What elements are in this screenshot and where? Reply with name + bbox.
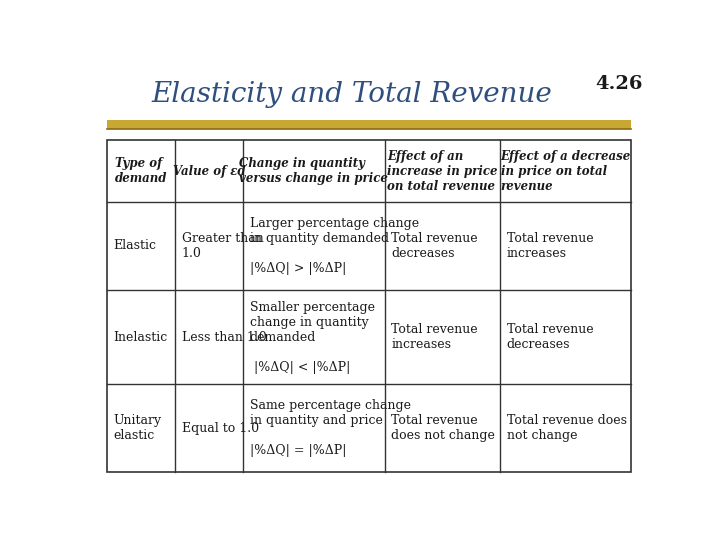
Text: Unitary
elastic: Unitary elastic [114, 414, 161, 442]
Text: Effect of a decrease
in price on total
revenue: Effect of a decrease in price on total r… [500, 150, 631, 193]
Text: Total revenue
decreases: Total revenue decreases [392, 232, 478, 260]
Text: Elastic: Elastic [114, 239, 156, 252]
Text: Value of εd: Value of εd [173, 165, 246, 178]
Text: Total revenue
decreases: Total revenue decreases [507, 323, 593, 351]
Text: Total revenue does
not change: Total revenue does not change [507, 414, 627, 442]
Text: Elasticity and Total Revenue: Elasticity and Total Revenue [152, 82, 553, 109]
Text: Total revenue
does not change: Total revenue does not change [392, 414, 495, 442]
Text: Total revenue
increases: Total revenue increases [507, 232, 593, 260]
Text: Total revenue
increases: Total revenue increases [392, 323, 478, 351]
Text: Greater than
1.0: Greater than 1.0 [181, 232, 264, 260]
Text: Smaller percentage
change in quantity
demanded

 |%ΔQ| < |%ΔP|: Smaller percentage change in quantity de… [250, 301, 375, 374]
Text: Effect of an
increase in price
on total revenue: Effect of an increase in price on total … [387, 150, 498, 193]
Text: Larger percentage change
in quantity demanded

|%ΔQ| > |%ΔP|: Larger percentage change in quantity dem… [250, 217, 419, 275]
Text: Inelastic: Inelastic [114, 330, 168, 343]
Text: Same percentage change
in quantity and price

|%ΔQ| = |%ΔP|: Same percentage change in quantity and p… [250, 399, 411, 457]
Text: Type of
demand: Type of demand [114, 157, 167, 185]
FancyBboxPatch shape [107, 120, 631, 129]
Text: Equal to 1.0: Equal to 1.0 [181, 422, 258, 435]
Text: 4.26: 4.26 [595, 75, 642, 93]
Text: Change in quantity
versus change in price: Change in quantity versus change in pric… [240, 157, 388, 185]
Text: Less than 1.0: Less than 1.0 [181, 330, 266, 343]
